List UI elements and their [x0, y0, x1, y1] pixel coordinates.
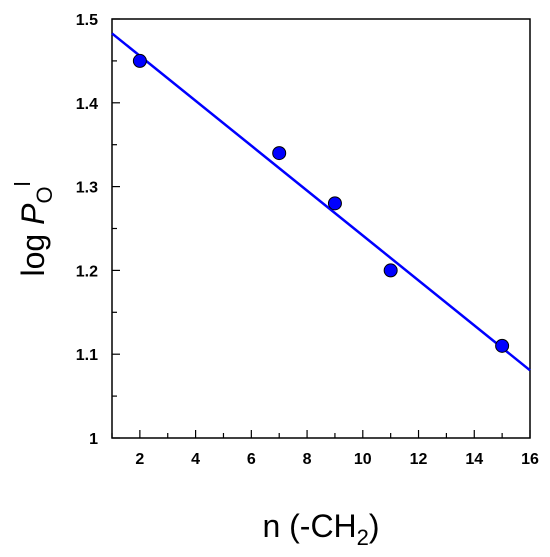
- y-tick-label: 1.4: [76, 96, 98, 113]
- y-tick-label: 1.1: [76, 347, 98, 364]
- plot-frame: [111, 18, 531, 439]
- y-axis-title-subscript: O: [32, 186, 57, 203]
- x-tick-label: 12: [410, 451, 428, 468]
- x-tick-label: 6: [247, 451, 256, 468]
- y-tick-label: 1: [89, 431, 98, 448]
- y-tick-label: 1.5: [76, 12, 98, 29]
- x-axis: 2 4 6 8 10 12 14 16: [111, 430, 539, 468]
- y-axis-title-prefix: log: [15, 225, 51, 277]
- y-axis-title-superscript: l: [10, 182, 35, 187]
- x-tick-label: 4: [191, 451, 200, 468]
- x-tick-label: 8: [303, 451, 312, 468]
- data-point: [327, 196, 342, 211]
- y-tick-label: 1.3: [76, 180, 98, 197]
- y-axis: 1 1.1 1.2 1.3 1.4 1.5: [76, 12, 120, 448]
- x-tick-label: 10: [354, 451, 372, 468]
- x-tick-label: 2: [135, 451, 144, 468]
- y-axis-title: log POl: [10, 182, 57, 277]
- data-point: [383, 263, 398, 278]
- y-tick-label: 1.2: [76, 263, 98, 280]
- x-tick-label: 16: [521, 451, 539, 468]
- data-point: [132, 53, 147, 68]
- data-point: [272, 146, 287, 161]
- x-axis-title: n (-CH2): [262, 508, 379, 550]
- data-point: [495, 338, 510, 353]
- regression-line: [111, 32, 531, 372]
- x-axis-title-close: ): [369, 508, 380, 544]
- x-tick-label: 14: [465, 451, 483, 468]
- x-axis-title-subscript: 2: [357, 525, 369, 550]
- data-points: [132, 53, 510, 353]
- x-axis-title-main: n (-CH: [262, 508, 356, 544]
- y-axis-title-italic: P: [15, 203, 51, 225]
